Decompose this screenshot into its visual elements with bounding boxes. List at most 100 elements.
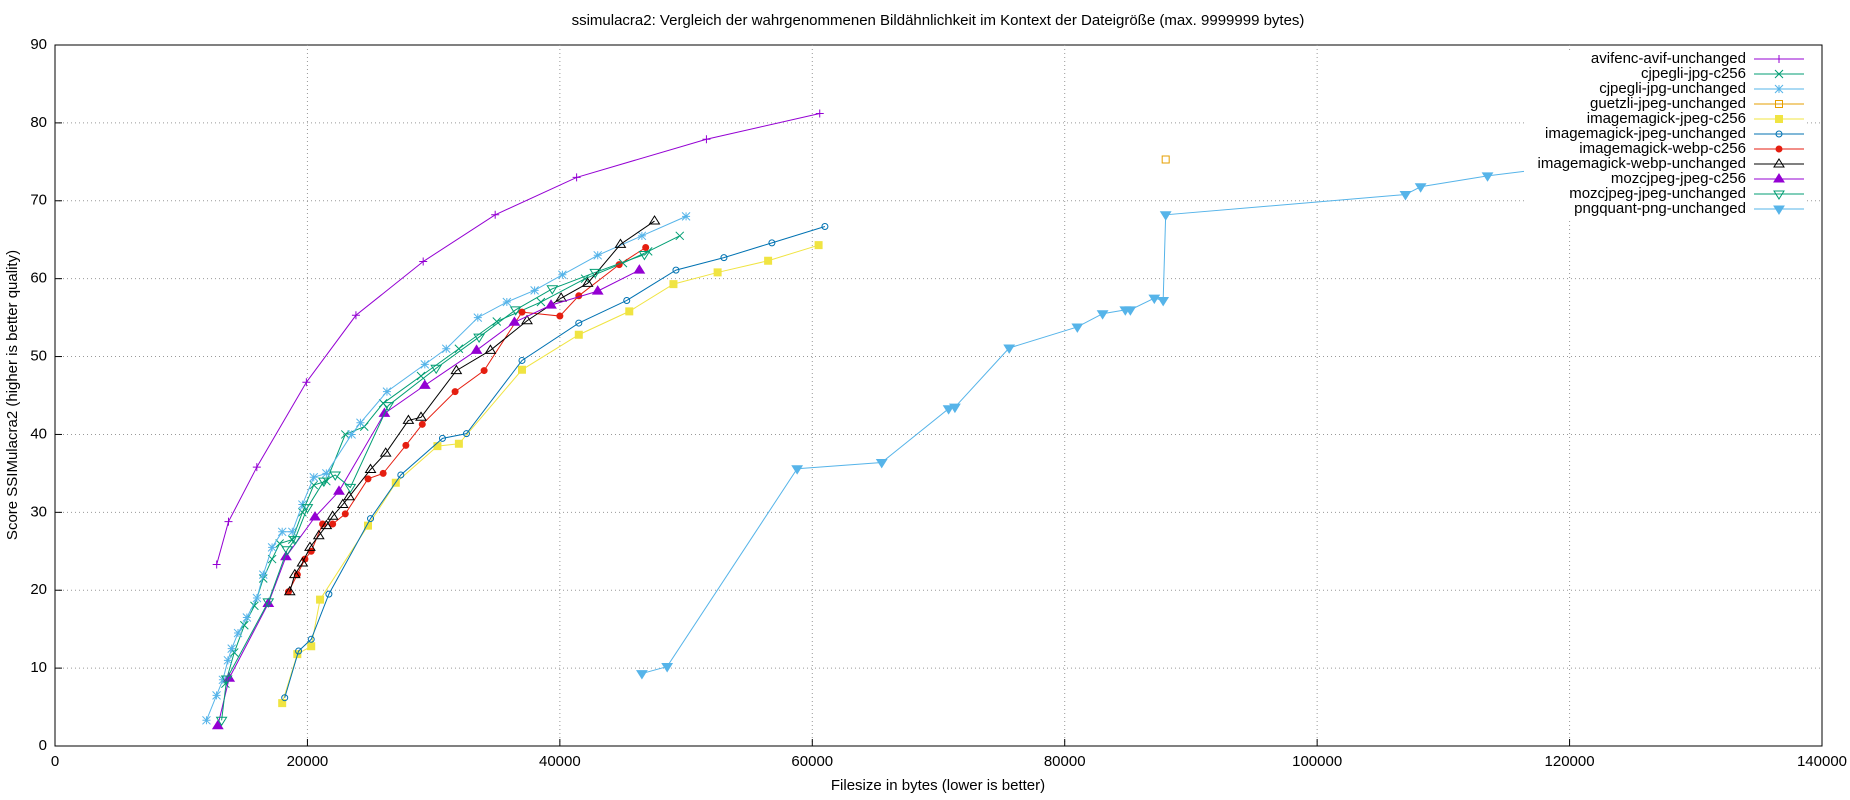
- data-point: [320, 519, 333, 530]
- x-tick-label: 120000: [1545, 753, 1595, 770]
- data-point: [574, 330, 583, 339]
- x-axis-label: Filesize in bytes (lower is better): [831, 777, 1045, 794]
- legend-label: guetzli-jpeg-unchanged: [1590, 95, 1746, 112]
- data-point: [402, 441, 410, 449]
- data-point: [275, 539, 285, 548]
- data-point: [768, 239, 776, 247]
- data-point: [309, 511, 321, 521]
- x-tick-label: 20000: [287, 753, 329, 770]
- data-point: [211, 719, 224, 730]
- legend-label: mozcjpeg-jpeg-unchanged: [1569, 185, 1746, 202]
- data-point: [379, 447, 392, 457]
- data-point: [702, 135, 711, 144]
- data-point: [1399, 191, 1412, 201]
- data-point: [278, 699, 287, 708]
- y-tick-label: 70: [30, 192, 47, 209]
- legend-label: imagemagick-jpeg-c256: [1587, 110, 1746, 127]
- data-point: [340, 430, 350, 439]
- data-point: [397, 471, 405, 479]
- data-point: [252, 593, 262, 603]
- x-tick-label: 60000: [791, 753, 833, 770]
- data-point: [277, 527, 287, 537]
- data-point: [942, 405, 955, 415]
- data-point: [575, 319, 583, 327]
- data-point: [821, 223, 829, 230]
- data-point: [556, 312, 564, 320]
- data-point: [1414, 183, 1427, 193]
- data-point: [764, 256, 773, 265]
- data-point: [492, 317, 502, 326]
- data-point: [378, 407, 391, 417]
- data-point: [517, 365, 526, 374]
- y-tick-label: 60: [30, 270, 47, 287]
- data-point: [648, 215, 661, 225]
- data-point: [224, 517, 233, 526]
- legend-label: cjpegli-jpg-unchanged: [1599, 80, 1746, 97]
- data-point: [364, 463, 377, 473]
- data-point: [637, 231, 647, 241]
- data-point: [418, 379, 431, 389]
- legend-marker: [1775, 115, 1783, 123]
- data-point: [591, 285, 604, 295]
- data-point: [344, 483, 357, 494]
- y-tick-label: 0: [39, 737, 47, 754]
- data-point: [625, 307, 634, 316]
- data-point: [642, 244, 650, 251]
- data-point: [212, 691, 221, 700]
- y-tick-label: 80: [30, 114, 47, 131]
- y-tick-label: 50: [30, 348, 47, 365]
- data-point: [614, 238, 627, 248]
- data-point: [296, 557, 309, 567]
- data-point: [309, 472, 319, 482]
- data-point: [215, 716, 228, 727]
- y-tick-label: 90: [30, 36, 47, 53]
- data-point: [220, 675, 233, 685]
- data-point: [379, 469, 387, 477]
- data-point: [233, 628, 243, 638]
- data-point: [675, 231, 685, 241]
- legend-marker: [1775, 100, 1783, 108]
- data-point: [949, 403, 961, 414]
- legend-label: mozcjpeg-jpeg-c256: [1611, 170, 1746, 187]
- data-point: [333, 485, 345, 495]
- y-tick-label: 20: [30, 581, 47, 598]
- data-point: [343, 490, 355, 501]
- legend-label: imagemagick-webp-unchanged: [1538, 155, 1746, 172]
- data-point: [454, 344, 464, 354]
- data-point: [1096, 310, 1109, 320]
- data-point: [502, 297, 512, 307]
- data-point: [382, 387, 392, 396]
- legend-marker: [1775, 130, 1783, 138]
- legend-label: imagemagick-webp-c256: [1579, 140, 1746, 157]
- legend-label: imagemagick-jpeg-unchanged: [1545, 125, 1746, 142]
- data-point: [312, 529, 325, 540]
- data-point: [589, 268, 602, 279]
- data-point: [480, 367, 488, 375]
- data-point: [473, 313, 483, 322]
- data-point: [518, 357, 526, 364]
- data-point: [815, 109, 824, 118]
- data-point: [623, 297, 631, 304]
- data-point: [322, 469, 331, 478]
- data-point: [252, 463, 261, 472]
- data-point: [661, 663, 674, 673]
- data-point: [329, 520, 337, 528]
- data-point: [546, 285, 559, 295]
- data-point: [545, 299, 557, 309]
- legend-label: pngquant-png-unchanged: [1574, 200, 1746, 217]
- data-point: [317, 477, 330, 488]
- legend-marker: [1775, 55, 1783, 63]
- data-point: [347, 430, 356, 439]
- data-point: [450, 364, 463, 375]
- data-point: [415, 411, 427, 421]
- y-tick-label: 10: [30, 659, 47, 676]
- data-point: [451, 388, 459, 396]
- data-point: [281, 546, 294, 556]
- data-point: [288, 536, 301, 546]
- data-point: [326, 510, 339, 520]
- data-point: [491, 210, 500, 219]
- data-point: [462, 430, 470, 438]
- data-point: [518, 308, 526, 316]
- legend-label: avifenc-avif-unchanged: [1591, 50, 1746, 67]
- data-point: [484, 344, 497, 354]
